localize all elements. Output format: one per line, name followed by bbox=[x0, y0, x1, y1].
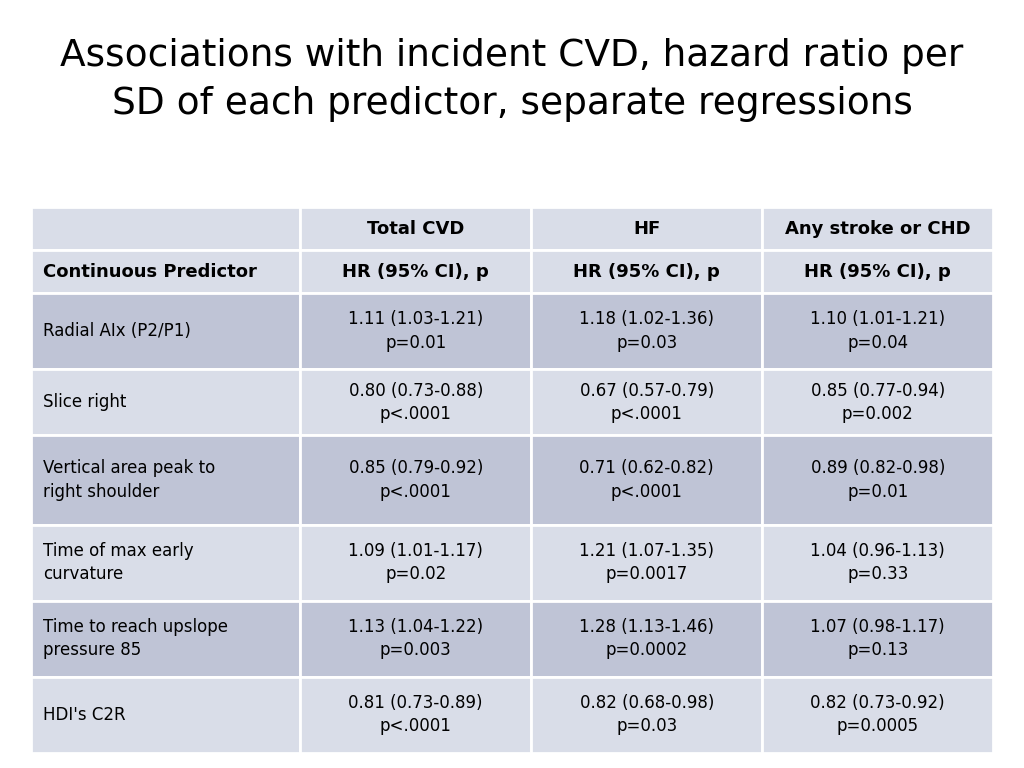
Bar bbox=[31, 601, 300, 677]
Text: HR (95% CI), p: HR (95% CI), p bbox=[573, 263, 720, 281]
Text: Total CVD: Total CVD bbox=[367, 220, 465, 238]
Text: HF: HF bbox=[633, 220, 660, 238]
Bar bbox=[762, 207, 993, 250]
Text: Slice right: Slice right bbox=[43, 393, 126, 412]
Bar bbox=[300, 369, 531, 435]
Text: HDI's C2R: HDI's C2R bbox=[43, 706, 126, 723]
Text: 1.28 (1.13-1.46)
p=0.0002: 1.28 (1.13-1.46) p=0.0002 bbox=[580, 617, 715, 660]
Bar bbox=[762, 250, 993, 293]
Text: 0.89 (0.82-0.98)
p=0.01: 0.89 (0.82-0.98) p=0.01 bbox=[811, 459, 945, 501]
Bar bbox=[531, 435, 762, 525]
Bar bbox=[531, 525, 762, 601]
Text: 0.67 (0.57-0.79)
p<.0001: 0.67 (0.57-0.79) p<.0001 bbox=[580, 382, 714, 423]
Bar bbox=[762, 677, 993, 753]
Text: 0.71 (0.62-0.82)
p<.0001: 0.71 (0.62-0.82) p<.0001 bbox=[580, 459, 714, 501]
Bar bbox=[31, 250, 300, 293]
Text: Radial AIx (P2/P1): Radial AIx (P2/P1) bbox=[43, 323, 190, 340]
Text: 0.82 (0.73-0.92)
p=0.0005: 0.82 (0.73-0.92) p=0.0005 bbox=[810, 694, 945, 736]
Bar bbox=[531, 293, 762, 369]
Bar bbox=[531, 601, 762, 677]
Text: 0.85 (0.77-0.94)
p=0.002: 0.85 (0.77-0.94) p=0.002 bbox=[811, 382, 945, 423]
Text: Time of max early
curvature: Time of max early curvature bbox=[43, 541, 194, 584]
Bar bbox=[300, 207, 531, 250]
Bar bbox=[31, 677, 300, 753]
Bar bbox=[762, 435, 993, 525]
Bar bbox=[531, 677, 762, 753]
Text: 0.81 (0.73-0.89)
p<.0001: 0.81 (0.73-0.89) p<.0001 bbox=[348, 694, 483, 736]
Text: 1.13 (1.04-1.22)
p=0.003: 1.13 (1.04-1.22) p=0.003 bbox=[348, 617, 483, 660]
Text: Continuous Predictor: Continuous Predictor bbox=[43, 263, 257, 281]
Bar bbox=[31, 525, 300, 601]
Bar bbox=[300, 435, 531, 525]
Text: 1.04 (0.96-1.13)
p=0.33: 1.04 (0.96-1.13) p=0.33 bbox=[810, 541, 945, 584]
Bar bbox=[300, 525, 531, 601]
Bar bbox=[300, 601, 531, 677]
Bar bbox=[31, 293, 300, 369]
Bar bbox=[531, 207, 762, 250]
Bar bbox=[300, 677, 531, 753]
Text: HR (95% CI), p: HR (95% CI), p bbox=[342, 263, 489, 281]
Bar bbox=[31, 369, 300, 435]
Text: 1.07 (0.98-1.17)
p=0.13: 1.07 (0.98-1.17) p=0.13 bbox=[810, 617, 945, 660]
Bar bbox=[531, 250, 762, 293]
Text: 0.82 (0.68-0.98)
p=0.03: 0.82 (0.68-0.98) p=0.03 bbox=[580, 694, 714, 736]
Text: Time to reach upslope
pressure 85: Time to reach upslope pressure 85 bbox=[43, 617, 228, 660]
Text: 0.85 (0.79-0.92)
p<.0001: 0.85 (0.79-0.92) p<.0001 bbox=[348, 459, 483, 501]
Text: 1.09 (1.01-1.17)
p=0.02: 1.09 (1.01-1.17) p=0.02 bbox=[348, 541, 483, 584]
Text: Vertical area peak to
right shoulder: Vertical area peak to right shoulder bbox=[43, 459, 215, 501]
Bar bbox=[300, 250, 531, 293]
Text: 1.18 (1.02-1.36)
p=0.03: 1.18 (1.02-1.36) p=0.03 bbox=[580, 310, 715, 352]
Bar bbox=[31, 207, 300, 250]
Text: 0.80 (0.73-0.88)
p<.0001: 0.80 (0.73-0.88) p<.0001 bbox=[348, 382, 483, 423]
Text: 1.21 (1.07-1.35)
p=0.0017: 1.21 (1.07-1.35) p=0.0017 bbox=[580, 541, 715, 584]
Text: HR (95% CI), p: HR (95% CI), p bbox=[805, 263, 951, 281]
Bar bbox=[531, 369, 762, 435]
Bar bbox=[762, 601, 993, 677]
Text: 1.10 (1.01-1.21)
p=0.04: 1.10 (1.01-1.21) p=0.04 bbox=[810, 310, 945, 352]
Bar bbox=[762, 369, 993, 435]
Bar bbox=[762, 525, 993, 601]
Bar bbox=[762, 293, 993, 369]
Text: Associations with incident CVD, hazard ratio per
SD of each predictor, separate : Associations with incident CVD, hazard r… bbox=[60, 38, 964, 121]
Text: Any stroke or CHD: Any stroke or CHD bbox=[785, 220, 971, 238]
Bar bbox=[31, 435, 300, 525]
Bar bbox=[300, 293, 531, 369]
Text: 1.11 (1.03-1.21)
p=0.01: 1.11 (1.03-1.21) p=0.01 bbox=[348, 310, 483, 352]
